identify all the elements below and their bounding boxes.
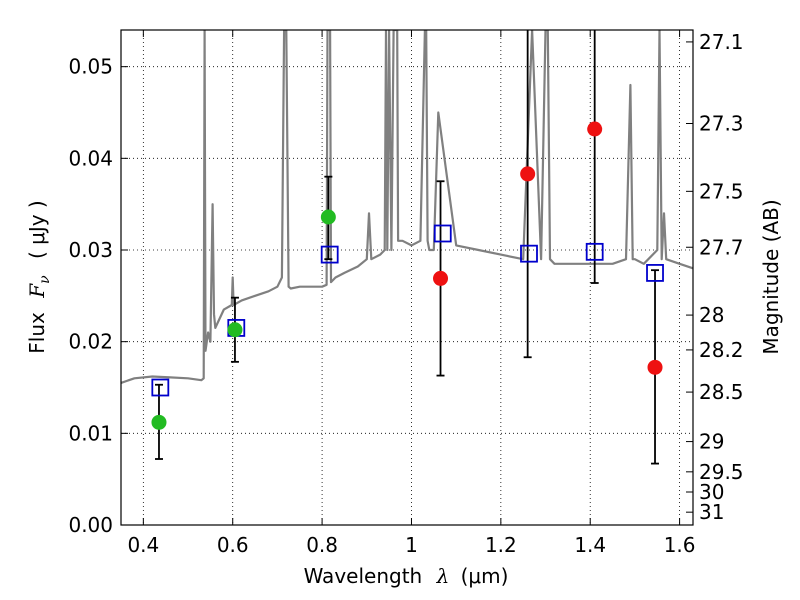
axes-frame [120,29,694,526]
x-tick-label: 0.8 [306,533,338,557]
model-flux-square [646,264,664,282]
y-tick-label: 0.04 [68,146,113,170]
axes: 0.4 0.6 0.8 1 1.2 1.4 1.6 0.00 0.01 0.02 0.03 0.04 0… [68,29,744,557]
y2-tick-label: 28.2 [699,338,744,362]
x-tick-label: 1.4 [574,533,606,557]
y-tick-label: 0.05 [68,55,113,79]
observed-flux-point [320,209,336,225]
x-tick-label: 0.4 [127,533,159,557]
model-flux-square [320,245,339,264]
x-tick-label: 1.2 [485,533,517,557]
observed-flux-point [520,166,536,182]
x-tick-label: 1 [405,533,418,557]
spectrum-line [121,30,693,384]
y2-tick-label: 28.5 [699,380,744,404]
y2-tick-label: 29 [699,430,724,454]
y2-tick-label: 30 [699,480,724,504]
x-tick-label: 0.6 [217,533,249,557]
model-flux-square [585,242,604,261]
y2-axis-label: Magnitude (AB) [759,199,783,354]
y-tick-label: 0.02 [68,330,113,354]
y2-tick-label: 31 [699,500,724,524]
y-tick-label: 0.03 [68,238,113,262]
x-axis-label: Wavelength λ (μm) [304,564,509,588]
plot-area [121,30,693,465]
model-flux-square [151,378,170,397]
plot-series [121,30,693,465]
y2-tick-label: 27.3 [699,112,744,136]
y2-tick-label: 28 [699,303,724,327]
observed-flux-point [433,270,449,286]
y2-tick-label: 27.7 [699,235,744,259]
y-axis-label: Flux Fν ( μJy ) [25,200,54,353]
y2-tick-label: 29.5 [699,460,744,484]
observed-flux-point [647,359,663,375]
observed-flux-point [227,322,243,338]
y-tick-label: 0.00 [68,513,113,537]
x-tick-label: 1.6 [664,533,696,557]
y-tick-label: 0.01 [68,421,113,445]
model-flux-square [520,244,538,263]
y2-tick-label: 27.1 [699,30,744,54]
model-flux-square [433,224,452,243]
y2-tick-label: 27.5 [699,179,744,203]
observed-flux-point [151,414,167,430]
observed-flux-point [587,121,603,137]
